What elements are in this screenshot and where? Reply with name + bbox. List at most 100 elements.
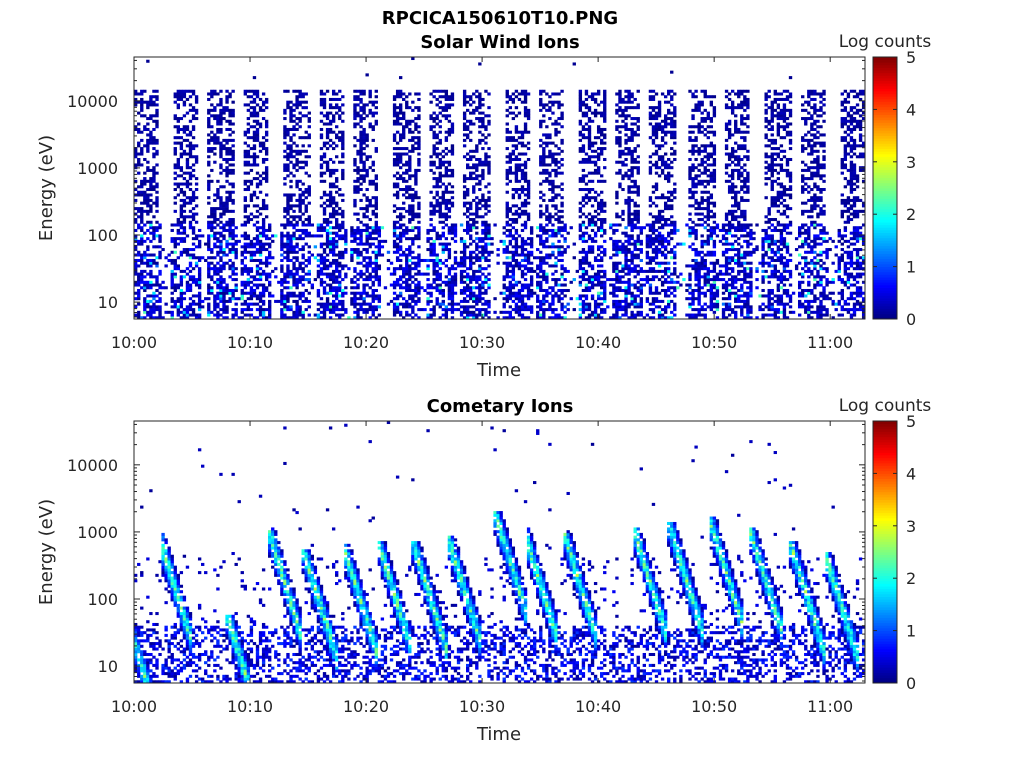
- heatmap-cell: [459, 288, 464, 293]
- heatmap-cell: [298, 193, 302, 197]
- heatmap-cell: [331, 261, 336, 265]
- heatmap-cell: [322, 310, 327, 314]
- heatmap-cell: [243, 92, 247, 96]
- heatmap-cell: [301, 231, 305, 235]
- heatmap-cell: [173, 92, 177, 96]
- heatmap-cell: [356, 111, 360, 115]
- heatmap-cell: [514, 171, 519, 175]
- heatmap-cell: [255, 278, 260, 282]
- heatmap-cell: [134, 218, 138, 222]
- heatmap-cell: [219, 201, 223, 205]
- heatmap-cell: [191, 127, 196, 131]
- heatmap-cell: [179, 168, 184, 172]
- heatmap-cell: [295, 168, 299, 172]
- heatmap-cell: [307, 185, 311, 189]
- heatmap-cell: [197, 245, 202, 249]
- heatmap-cell: [185, 111, 190, 115]
- heatmap-cell: [395, 226, 400, 230]
- heatmap-cell: [581, 125, 586, 129]
- heatmap-cell: [542, 179, 546, 183]
- heatmap-cell: [292, 218, 296, 222]
- heatmap-cell: [600, 280, 604, 284]
- heatmap-cell: [441, 294, 445, 298]
- heatmap-cell: [194, 117, 199, 121]
- heatmap-cell: [411, 228, 415, 232]
- heatmap-cell: [173, 171, 177, 175]
- heatmap-cell: [219, 294, 223, 298]
- heatmap-cell: [295, 103, 299, 107]
- heatmap-cell: [213, 136, 217, 140]
- heatmap-cell: [520, 288, 525, 293]
- heatmap-cell: [462, 95, 467, 99]
- heatmap-cell: [222, 209, 226, 213]
- heatmap-cell: [319, 103, 324, 107]
- heatmap-cell: [402, 228, 406, 232]
- heatmap-cell: [134, 127, 138, 131]
- heatmap-cell: [441, 198, 445, 202]
- heatmap-cell: [341, 147, 345, 151]
- heatmap-cell: [289, 291, 293, 295]
- heatmap-cell: [328, 226, 333, 230]
- heatmap-cell: [593, 149, 598, 153]
- heatmap-cell: [481, 196, 485, 200]
- heatmap-cell: [438, 237, 442, 241]
- heatmap-cell: [219, 286, 223, 290]
- heatmap-cell: [319, 97, 324, 101]
- heatmap-cell: [252, 119, 257, 123]
- heatmap-cell: [322, 92, 327, 96]
- heatmap-cell: [286, 144, 290, 148]
- heatmap-cell: [341, 223, 345, 227]
- heatmap-cell: [249, 280, 254, 284]
- heatmap-cell: [459, 264, 464, 268]
- heatmap-cell: [350, 297, 354, 301]
- heatmap-cell: [447, 207, 452, 211]
- heatmap-cell: [304, 188, 308, 192]
- heatmap-cell: [542, 256, 546, 260]
- heatmap-cell: [185, 234, 190, 238]
- heatmap-cell: [581, 111, 586, 115]
- heatmap-cell: [462, 97, 467, 101]
- heatmap-cell: [557, 152, 561, 156]
- heatmap-cell: [539, 234, 543, 238]
- heatmap-cell: [548, 220, 552, 224]
- heatmap-cell: [414, 136, 418, 140]
- heatmap-cell: [231, 201, 235, 205]
- heatmap-cell: [341, 136, 345, 140]
- heatmap-cell: [219, 278, 223, 282]
- heatmap-cell: [581, 220, 586, 224]
- heatmap-cell: [246, 278, 251, 282]
- heatmap-cell: [526, 258, 531, 262]
- heatmap-cell: [240, 223, 244, 227]
- heatmap-cell: [526, 237, 531, 241]
- heatmap-cell: [411, 100, 415, 104]
- heatmap-cell: [523, 286, 528, 290]
- heatmap-cell: [417, 234, 421, 238]
- heatmap-cell: [581, 267, 586, 271]
- heatmap-cell: [563, 226, 567, 230]
- heatmap-cell: [554, 144, 558, 148]
- heatmap-cell: [353, 297, 357, 301]
- heatmap-cell: [523, 179, 528, 183]
- heatmap-cell: [423, 288, 427, 293]
- heatmap-cell: [219, 127, 223, 131]
- heatmap-cell: [149, 133, 153, 137]
- heatmap-cell: [292, 119, 296, 123]
- heatmap-cell: [596, 275, 601, 279]
- heatmap-cell: [280, 294, 284, 298]
- heatmap-cell: [517, 166, 522, 170]
- heatmap-cell: [207, 256, 211, 260]
- heatmap-cell: [596, 125, 601, 129]
- heatmap-cell: [536, 294, 540, 298]
- heatmap-cell: [453, 250, 458, 254]
- heatmap-cell: [484, 152, 488, 156]
- heatmap-cell: [374, 122, 378, 126]
- heatmap-cell: [520, 294, 525, 298]
- heatmap-cell: [353, 122, 357, 126]
- heatmap-cell: [179, 92, 184, 96]
- heatmap-cell: [289, 258, 293, 262]
- heatmap-cell: [545, 231, 549, 235]
- heatmap-cell: [353, 185, 357, 189]
- heatmap-cell: [593, 171, 598, 175]
- heatmap-cell: [316, 226, 321, 230]
- heatmap-cell: [365, 204, 369, 208]
